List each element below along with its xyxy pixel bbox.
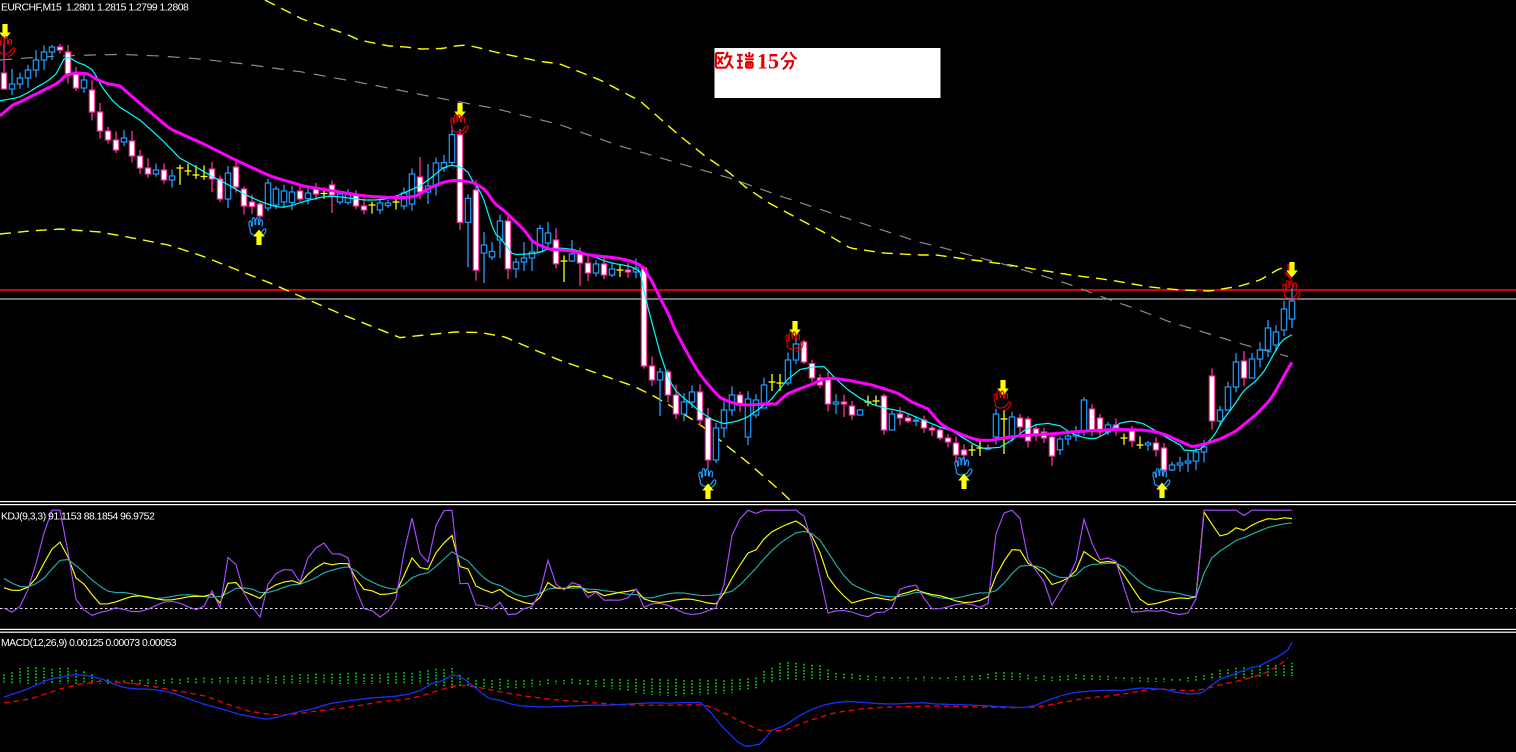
svg-text:15: 15 [757, 49, 779, 74]
svg-text:KDJ(9,3,3) 91.1153 88.1854 96.: KDJ(9,3,3) 91.1153 88.1854 96.9752 [1, 512, 155, 523]
svg-text:MACD(12,26,9) 0.00125 0.00073: MACD(12,26,9) 0.00125 0.00073 0.00053 [1, 638, 177, 649]
svg-text:EURCHF,M15 1.2801 1.2815 1.27: EURCHF,M15 1.2801 1.2815 1.2799 1.2808 [1, 3, 189, 14]
